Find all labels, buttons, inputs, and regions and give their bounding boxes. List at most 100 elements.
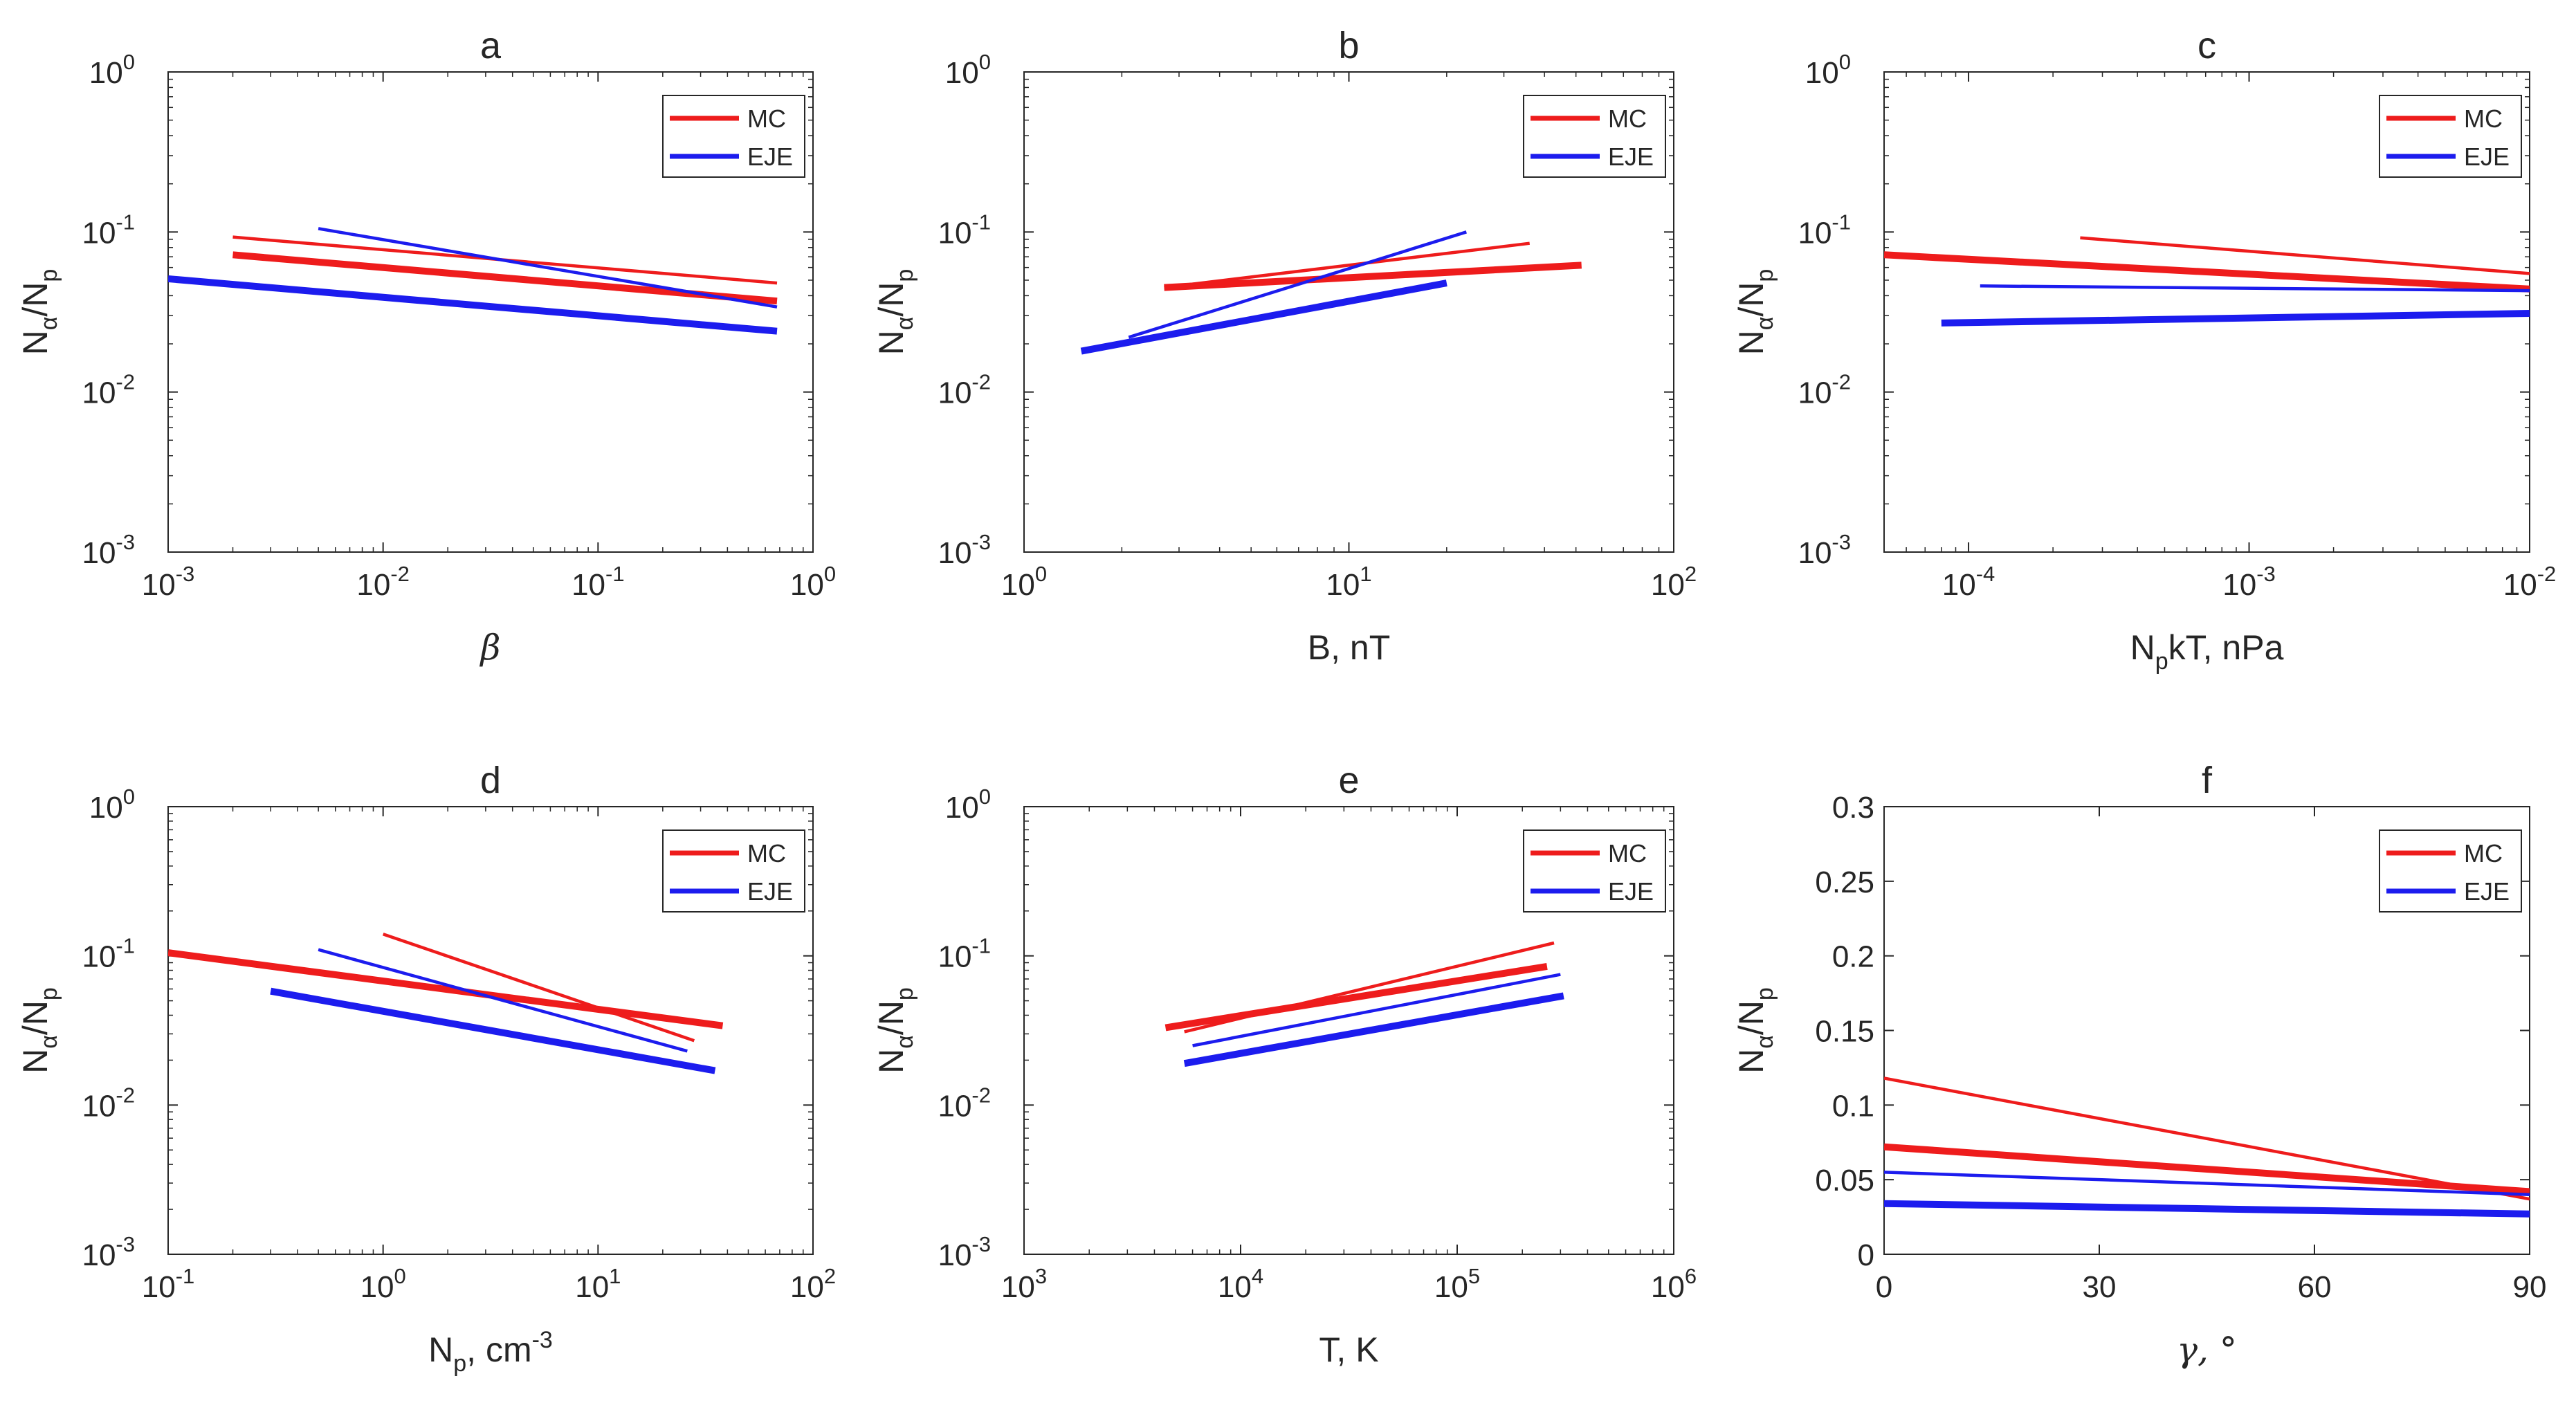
legend-box bbox=[1523, 829, 1666, 913]
legend: MC EJE bbox=[662, 95, 805, 178]
legend-box bbox=[2379, 829, 2522, 913]
tick-exponent: -2 bbox=[2537, 562, 2557, 586]
y-tick-label: 100 bbox=[945, 785, 991, 825]
x-tick-label: 104 bbox=[1218, 1264, 1263, 1304]
y-tick-label: 100 bbox=[1805, 50, 1851, 90]
tick-value: 0 bbox=[1876, 1270, 1892, 1304]
tick-base: 10 bbox=[1326, 568, 1360, 602]
y-axis-label: Nα/Np bbox=[16, 987, 62, 1074]
y-tick-label: 10-1 bbox=[82, 210, 135, 250]
x-label-main: N bbox=[428, 1330, 453, 1369]
tick-exponent: 1 bbox=[609, 1264, 621, 1288]
tick-base: 10 bbox=[2503, 568, 2537, 602]
tick-exponent: 0 bbox=[123, 785, 135, 809]
tick-exponent: -2 bbox=[971, 370, 991, 394]
tick-exponent: 0 bbox=[979, 50, 991, 74]
tick-exponent: -2 bbox=[971, 1083, 991, 1107]
tick-value: 30 bbox=[2083, 1270, 2117, 1304]
series-mc-thin-line bbox=[1164, 241, 1530, 289]
y-label-p: p bbox=[892, 269, 918, 282]
y-label-n: N bbox=[872, 330, 911, 355]
y-label-alpha: α bbox=[36, 1035, 62, 1049]
panel-title-text: d bbox=[480, 760, 501, 801]
tick-exponent: 6 bbox=[1685, 1264, 1697, 1288]
tick-exponent: 2 bbox=[824, 1264, 836, 1288]
y-tick-label: 10-3 bbox=[1798, 530, 1851, 570]
tick-base: 10 bbox=[938, 216, 971, 250]
legend-label-eje: EJE bbox=[2464, 877, 2510, 906]
x-tick-label: 100 bbox=[1001, 562, 1047, 602]
y-label-slash: /N bbox=[16, 282, 55, 317]
x-tick-label: 10-3 bbox=[142, 562, 195, 602]
tick-base: 10 bbox=[1001, 568, 1035, 602]
panel-title: c bbox=[2198, 25, 2216, 66]
tick-exponent: 0 bbox=[123, 50, 135, 74]
tick-base: 10 bbox=[938, 940, 971, 974]
tick-exponent: 3 bbox=[1035, 1264, 1047, 1288]
x-label-sup: -3 bbox=[532, 1327, 553, 1353]
y-tick-label: 10-2 bbox=[938, 1083, 991, 1123]
y-tick-label: 0 bbox=[1858, 1238, 1874, 1272]
x-axis-label: T, K bbox=[1319, 1330, 1378, 1369]
y-tick-label: 10-3 bbox=[938, 1232, 991, 1272]
tick-base: 10 bbox=[356, 568, 390, 602]
x-tick-label: 10-4 bbox=[1942, 562, 1995, 602]
tick-base: 10 bbox=[1798, 216, 1831, 250]
tick-base: 10 bbox=[938, 1089, 971, 1123]
panel-title-text: f bbox=[2202, 760, 2213, 801]
legend: MC EJE bbox=[2379, 829, 2522, 913]
x-tick-label: 100 bbox=[790, 562, 836, 602]
y-tick-label: 10-2 bbox=[82, 370, 135, 410]
legend-label-text: EJE bbox=[747, 143, 793, 171]
tick-exponent: -1 bbox=[116, 934, 135, 958]
tick-base: 10 bbox=[142, 568, 176, 602]
x-tick-label: 102 bbox=[1651, 562, 1697, 602]
legend-label-mc: MC bbox=[1608, 104, 1647, 133]
series-eje-thin-line bbox=[318, 948, 688, 1053]
series-eje-thin-line bbox=[1980, 284, 2530, 293]
tick-base: 10 bbox=[1218, 1270, 1252, 1304]
y-tick-label: 10-2 bbox=[1798, 370, 1851, 410]
tick-value: 60 bbox=[2298, 1270, 2332, 1304]
y-label-p: p bbox=[1752, 269, 1778, 282]
y-label-alpha: α bbox=[36, 317, 62, 331]
panel-title: f bbox=[2202, 760, 2213, 801]
panel-title: d bbox=[480, 760, 501, 801]
series-mc-thick-line bbox=[1884, 251, 2530, 293]
y-label-n: N bbox=[16, 330, 55, 355]
legend-box bbox=[662, 95, 805, 178]
tick-value: 0.3 bbox=[1832, 791, 1874, 825]
x-tick-label: 101 bbox=[575, 1264, 621, 1304]
tick-base: 10 bbox=[82, 376, 116, 410]
tick-exponent: -1 bbox=[971, 934, 991, 958]
y-tick-label: 0.05 bbox=[1815, 1164, 1874, 1198]
legend-label-text: MC bbox=[2464, 104, 2503, 133]
y-axis-label: Nα/Np bbox=[872, 987, 918, 1074]
tick-exponent: -3 bbox=[2256, 562, 2276, 586]
x-tick-label: 30 bbox=[2083, 1270, 2117, 1304]
tick-base: 10 bbox=[82, 1089, 116, 1123]
x-label-main: γ, ° bbox=[2177, 1330, 2237, 1370]
tick-value: 0.15 bbox=[1815, 1015, 1874, 1049]
tick-exponent: -1 bbox=[176, 1264, 195, 1288]
x-axis-label: B, nT bbox=[1308, 628, 1390, 667]
legend-box bbox=[2379, 95, 2522, 178]
tick-base: 10 bbox=[938, 376, 971, 410]
x-axis-label: γ, ° bbox=[2177, 1330, 2237, 1370]
y-label-p: p bbox=[1752, 987, 1778, 1000]
legend-box bbox=[662, 829, 805, 913]
series-mc-thick-line bbox=[1164, 962, 1548, 1032]
y-label-slash: /N bbox=[1732, 1000, 1771, 1035]
series-eje-thick-line bbox=[1080, 279, 1447, 355]
x-tick-label: 10-3 bbox=[2222, 562, 2276, 602]
y-label-slash: /N bbox=[872, 1000, 911, 1035]
x-tick-label: 10-1 bbox=[572, 562, 625, 602]
legend-label-text: MC bbox=[2464, 839, 2503, 868]
tick-base: 10 bbox=[89, 791, 123, 825]
tick-base: 10 bbox=[142, 1270, 176, 1304]
legend-label-mc: MC bbox=[2464, 839, 2503, 868]
tick-exponent: 4 bbox=[1252, 1264, 1263, 1288]
tick-base: 10 bbox=[945, 791, 979, 825]
y-tick-label: 10-2 bbox=[82, 1083, 135, 1123]
x-label-rest: kT, nPa bbox=[2168, 628, 2284, 667]
